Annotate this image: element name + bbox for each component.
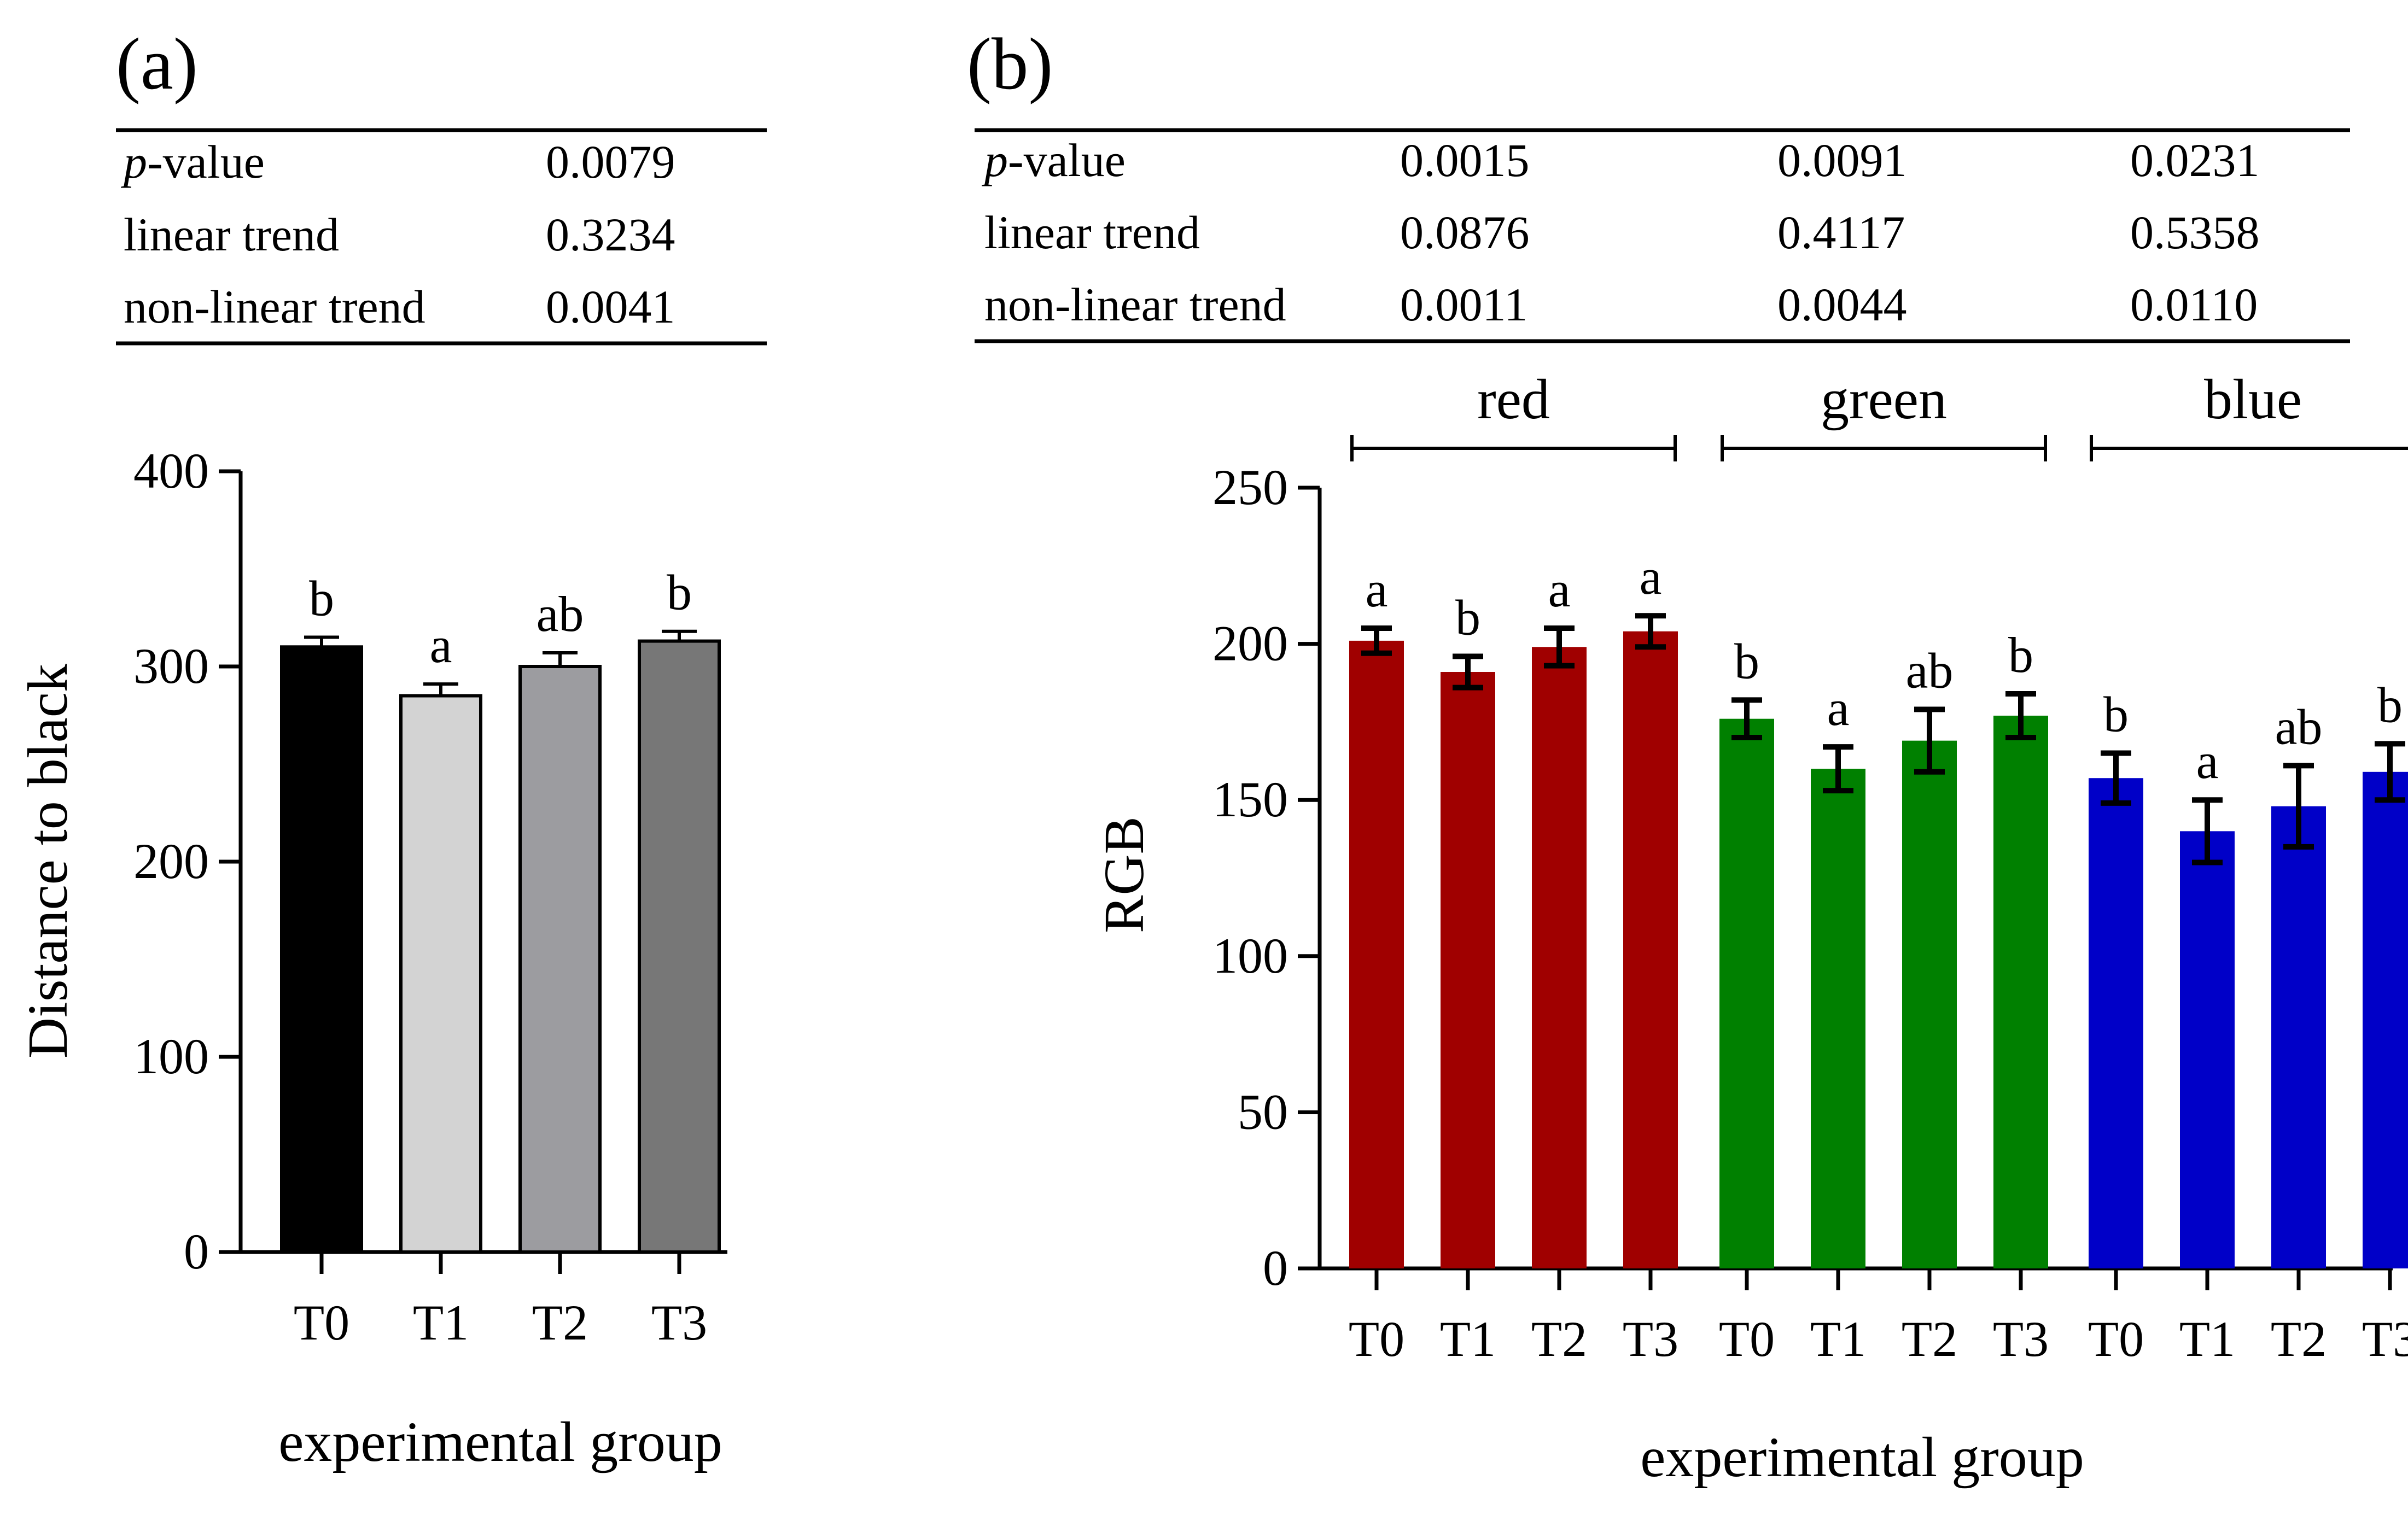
x-tick-label: T1 <box>1810 1311 1866 1367</box>
significance-letter: ab <box>1906 643 1954 699</box>
x-tick-label: T2 <box>1531 1311 1587 1367</box>
x-tick-label: T0 <box>1349 1311 1404 1367</box>
significance-letter: b <box>2377 677 2403 733</box>
panel-b-row-nonlinear-red: 0.0011 <box>1400 278 1527 331</box>
panel-a-row-linear-value: 0.3234 <box>546 208 675 261</box>
panel-a-row-linear-label: linear trend <box>124 208 339 261</box>
y-tick-label: 0 <box>1263 1240 1288 1296</box>
panel-b-row-nonlinear-green: 0.0044 <box>1777 278 1907 331</box>
group-label: red <box>1477 368 1550 431</box>
x-tick-label: T1 <box>2179 1311 2235 1367</box>
x-tick-label: T2 <box>1902 1311 1957 1367</box>
x-axis-title: experimental group <box>1640 1426 2084 1489</box>
significance-letter: a <box>1640 549 1662 605</box>
panel-b-row-linear-blue: 0.5358 <box>2130 206 2260 259</box>
y-tick-label: 0 <box>184 1224 209 1279</box>
panel-a-row-pvalue-value: 0.0079 <box>546 136 675 188</box>
panel-b-row-pvalue-red: 0.0015 <box>1400 134 1530 186</box>
significance-letter: a <box>1827 680 1850 736</box>
y-tick-label: 300 <box>133 638 209 694</box>
significance-letter: b <box>667 565 692 621</box>
x-tick-label: T0 <box>1719 1311 1775 1367</box>
panel-a-row-pvalue-label: p-value <box>120 136 265 188</box>
bar <box>280 645 363 1254</box>
x-tick-label: T2 <box>2271 1311 2327 1367</box>
panel-a-label: (a) <box>116 24 198 105</box>
chart-b-rgb: 0 50 100 150 200 250 red T0 a T1 b T2 a T3 a green T0 b T1… <box>1093 368 2408 1489</box>
panel-b-label: (b) <box>967 24 1053 105</box>
significance-letter: ab <box>537 586 584 642</box>
significance-letter: a <box>430 617 452 673</box>
y-tick-label: 200 <box>1212 616 1288 671</box>
significance-letter: b <box>2103 687 2129 742</box>
bar-green <box>1719 718 1774 1268</box>
bar-green <box>1993 715 2048 1268</box>
panel-a-row-nonlinear-label: non-linear trend <box>124 280 425 333</box>
x-tick-label: T3 <box>651 1295 707 1350</box>
significance-letter: ab <box>2275 699 2323 754</box>
x-tick-label: T2 <box>532 1295 588 1350</box>
bar <box>399 694 482 1254</box>
chart-a-distance-to-black: 0 100 200 300 400 T0 b T1 a T2 ab T3 b experimental g… <box>16 443 727 1473</box>
x-tick-label: T3 <box>1623 1311 1678 1367</box>
x-tick-label: T1 <box>1440 1311 1496 1367</box>
panel-b-row-nonlinear-blue: 0.0110 <box>2130 278 2258 331</box>
bar <box>518 665 602 1254</box>
bar-blue <box>2089 778 2143 1268</box>
bar-red <box>1532 647 1587 1268</box>
panel-b-row-linear-green: 0.4117 <box>1777 206 1905 259</box>
y-tick-label: 250 <box>1212 459 1288 515</box>
panel-b-row-nonlinear-label: non-linear trend <box>984 278 1286 331</box>
bar-red <box>1349 640 1404 1268</box>
x-tick-label: T0 <box>294 1295 349 1350</box>
bar-blue <box>2180 831 2235 1268</box>
y-axis-title: Distance to black <box>16 664 79 1058</box>
y-tick-label: 100 <box>1212 928 1288 984</box>
panel-a-row-nonlinear-value: 0.0041 <box>546 280 675 333</box>
y-tick-label: 200 <box>133 833 209 889</box>
bar-blue <box>2271 806 2326 1268</box>
group-label: green <box>1821 368 1947 431</box>
panel-b-row-pvalue-label: p-value <box>981 134 1126 186</box>
significance-letter: b <box>1734 633 1759 689</box>
x-axis-title: experimental group <box>278 1411 722 1473</box>
bar-green <box>1811 769 1865 1268</box>
panel-b-row-linear-label: linear trend <box>984 206 1200 259</box>
bar <box>638 639 721 1254</box>
x-tick-label: T3 <box>2362 1311 2408 1367</box>
bar-red <box>1623 631 1678 1268</box>
x-tick-label: T3 <box>1993 1311 2049 1367</box>
panel-b-row-pvalue-blue: 0.0231 <box>2130 134 2260 186</box>
bar-green <box>1902 740 1957 1268</box>
panel-b-row-pvalue-green: 0.0091 <box>1777 134 1907 186</box>
y-tick-label: 100 <box>133 1028 209 1084</box>
x-tick-label: T0 <box>2088 1311 2144 1367</box>
group-label: blue <box>2204 368 2302 431</box>
significance-letter: a <box>1366 561 1388 617</box>
significance-letter: a <box>1548 561 1571 617</box>
significance-letter: b <box>2008 627 2033 683</box>
y-axis-title: RGB <box>1093 816 1156 933</box>
bar-blue <box>2363 771 2408 1268</box>
y-tick-label: 150 <box>1212 771 1288 827</box>
panel-b-row-linear-red: 0.0876 <box>1400 206 1530 259</box>
significance-letter: a <box>2196 733 2219 789</box>
significance-letter: b <box>1455 589 1480 645</box>
bar-red <box>1441 672 1495 1268</box>
y-tick-label: 400 <box>133 443 209 499</box>
y-tick-label: 50 <box>1238 1084 1288 1139</box>
x-tick-label: T1 <box>413 1295 469 1350</box>
significance-letter: b <box>309 570 334 626</box>
